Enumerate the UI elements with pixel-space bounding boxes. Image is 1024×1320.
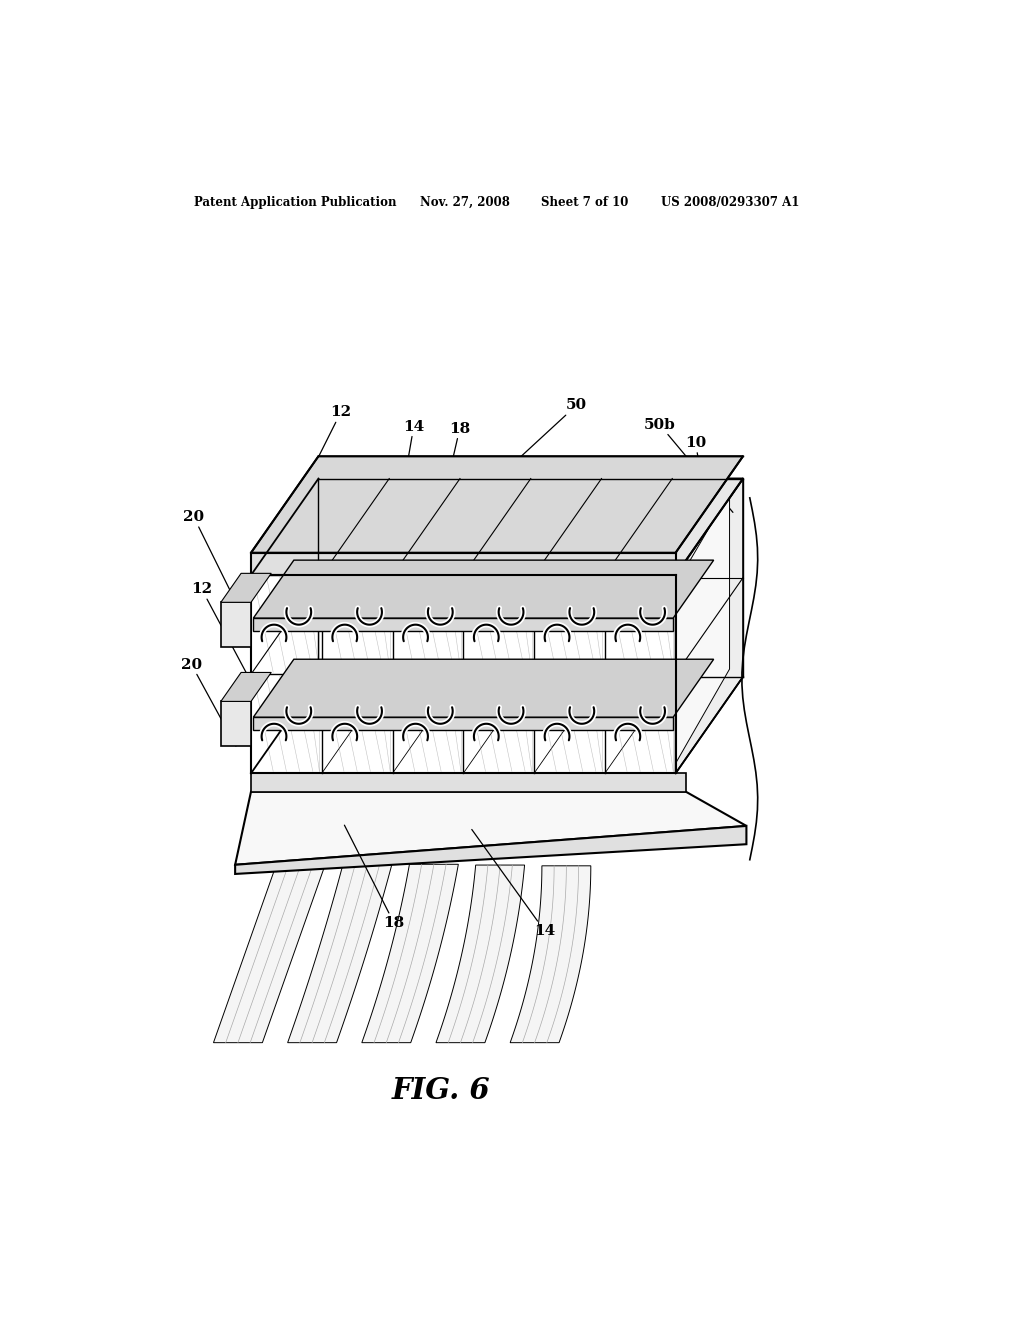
Text: 18: 18 [344, 825, 404, 929]
Text: Sheet 7 of 10: Sheet 7 of 10 [541, 195, 628, 209]
Text: 10: 10 [682, 586, 730, 675]
Text: 10: 10 [685, 436, 716, 556]
Polygon shape [253, 659, 714, 717]
Polygon shape [253, 560, 714, 618]
Text: 50b: 50b [644, 417, 733, 512]
Polygon shape [221, 701, 251, 746]
Text: Nov. 27, 2008: Nov. 27, 2008 [420, 195, 510, 209]
Text: US 2008/0293307 A1: US 2008/0293307 A1 [662, 195, 800, 209]
Polygon shape [676, 479, 743, 774]
Polygon shape [221, 573, 271, 602]
Polygon shape [251, 774, 686, 792]
Polygon shape [253, 717, 673, 730]
Polygon shape [436, 865, 524, 1043]
Text: 50: 50 [497, 399, 587, 479]
Text: 12: 12 [295, 405, 351, 504]
Text: 20: 20 [183, 511, 236, 602]
Polygon shape [251, 457, 743, 553]
Polygon shape [510, 866, 591, 1043]
Text: Patent Application Publication: Patent Application Publication [194, 195, 396, 209]
Text: 20: 20 [181, 657, 236, 746]
Polygon shape [251, 553, 676, 576]
Text: 14: 14 [390, 420, 424, 564]
Polygon shape [221, 602, 251, 647]
Polygon shape [221, 672, 271, 701]
Text: 12: 12 [191, 582, 247, 675]
Polygon shape [236, 792, 746, 865]
Text: 14: 14 [472, 829, 555, 939]
Polygon shape [213, 863, 326, 1043]
Polygon shape [361, 865, 459, 1043]
Polygon shape [251, 479, 743, 576]
Polygon shape [676, 494, 729, 763]
Text: 18: 18 [418, 422, 470, 611]
Polygon shape [288, 863, 392, 1043]
Text: FIG. 6: FIG. 6 [392, 1076, 490, 1105]
Polygon shape [236, 826, 746, 874]
Polygon shape [253, 618, 673, 631]
